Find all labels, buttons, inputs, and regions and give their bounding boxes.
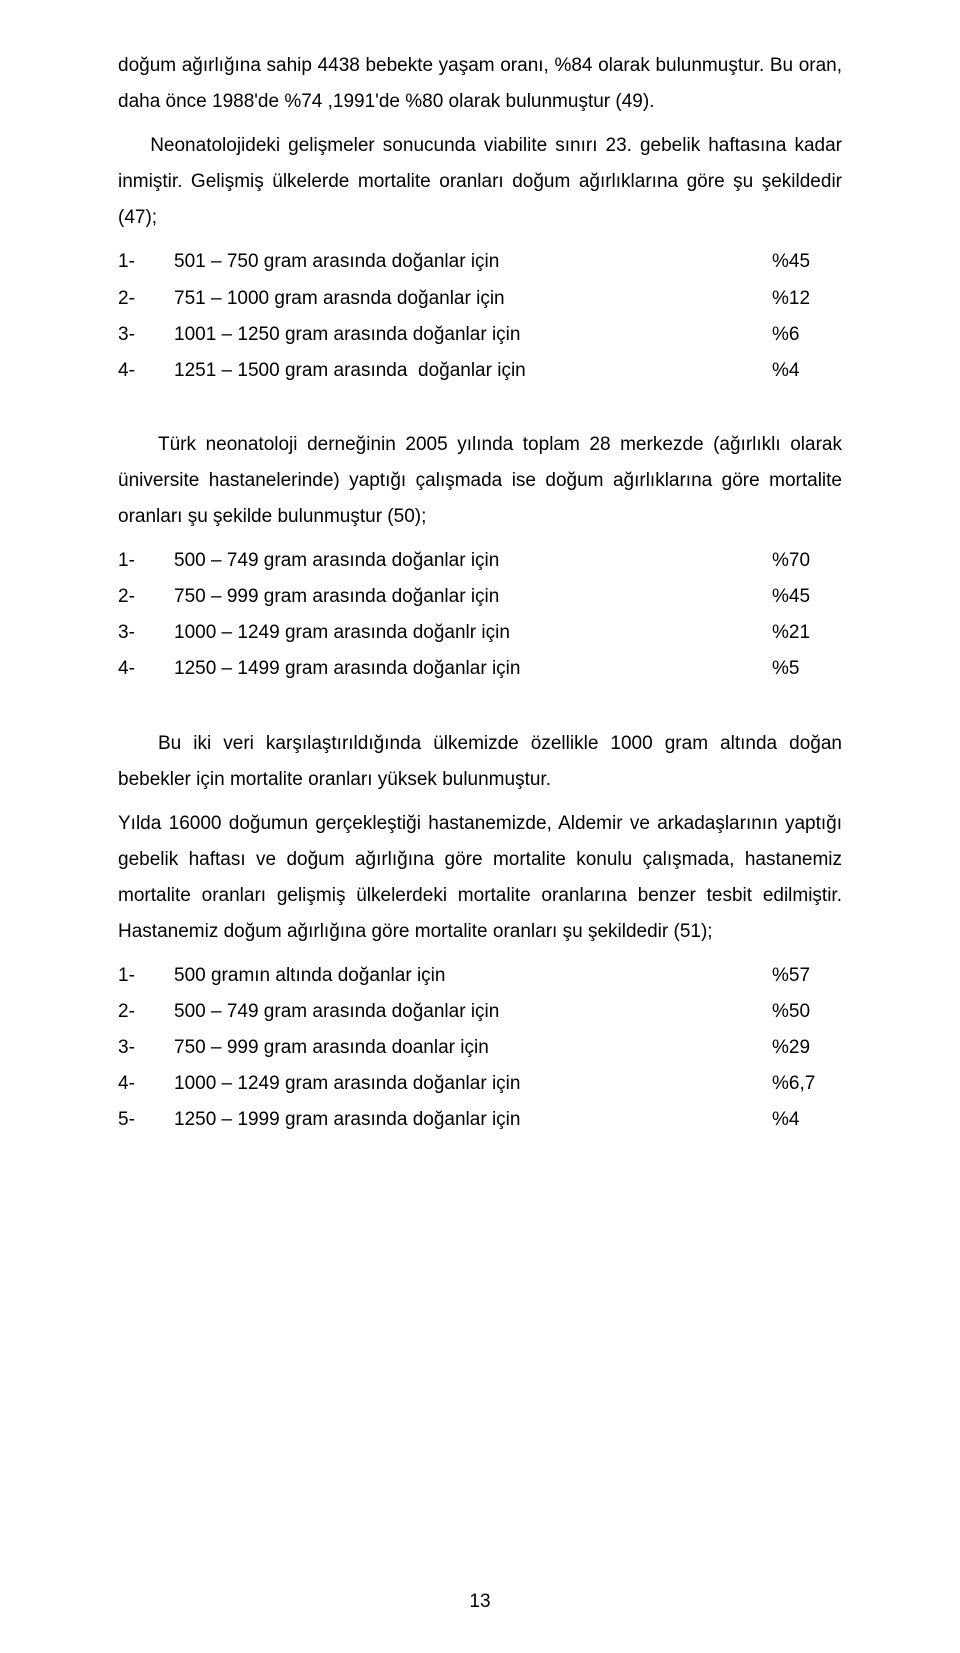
- list-item-value: %5: [772, 651, 842, 687]
- list-item: 1-500 – 749 gram arasında doğanlar için%…: [118, 543, 842, 579]
- list-item-value: %4: [772, 353, 842, 389]
- paragraph-2: Neonatolojideki gelişmeler sonucunda via…: [118, 128, 842, 236]
- list-item-number: 1-: [118, 543, 174, 579]
- list-item-value: %57: [772, 958, 842, 994]
- list-item-text: 1250 – 1499 gram arasında doğanlar için: [174, 651, 772, 687]
- page-number: 13: [0, 1591, 960, 1613]
- list-item-number: 3-: [118, 615, 174, 651]
- list-item: 2-500 – 749 gram arasında doğanlar için%…: [118, 994, 842, 1030]
- list-item: 3-1001 – 1250 gram arasında doğanlar içi…: [118, 317, 842, 353]
- list-item-text: 500 – 749 gram arasında doğanlar için: [174, 994, 772, 1030]
- list-item-text: 1251 – 1500 gram arasında doğanlar için: [174, 353, 772, 389]
- list-item-text: 500 gramın altında doğanlar için: [174, 958, 772, 994]
- list-item-value: %70: [772, 543, 842, 579]
- list-item-number: 2-: [118, 994, 174, 1030]
- mortality-list-turkey: 1-500 – 749 gram arasında doğanlar için%…: [118, 543, 842, 687]
- list-item-text: 1250 – 1999 gram arasında doğanlar için: [174, 1102, 772, 1138]
- paragraph-5: Yılda 16000 doğumun gerçekleştiği hastan…: [118, 806, 842, 950]
- list-item-value: %45: [772, 579, 842, 615]
- list-item: 5-1250 – 1999 gram arasında doğanlar içi…: [118, 1102, 842, 1138]
- list-item: 4-1251 – 1500 gram arasında doğanlar içi…: [118, 353, 842, 389]
- list-item-value: %6,7: [772, 1066, 842, 1102]
- list-item: 3-1000 – 1249 gram arasında doğanlr için…: [118, 615, 842, 651]
- list-item-number: 2-: [118, 579, 174, 615]
- list-item-value: %6: [772, 317, 842, 353]
- list-item-value: %45: [772, 244, 842, 280]
- list-item-number: 4-: [118, 651, 174, 687]
- list-item: 2-751 – 1000 gram arasnda doğanlar için%…: [118, 281, 842, 317]
- list-item-text: 750 – 999 gram arasında doanlar için: [174, 1030, 772, 1066]
- list-item-text: 751 – 1000 gram arasnda doğanlar için: [174, 281, 772, 317]
- document-page: doğum ağırlığına sahip 4438 bebekte yaşa…: [0, 0, 960, 1653]
- list-item-text: 750 – 999 gram arasında doğanlar için: [174, 579, 772, 615]
- list-item: 1-500 gramın altında doğanlar için%57: [118, 958, 842, 994]
- list-item-text: 501 – 750 gram arasında doğanlar için: [174, 244, 772, 280]
- list-item: 3-750 – 999 gram arasında doanlar için%2…: [118, 1030, 842, 1066]
- list-item-value: %21: [772, 615, 842, 651]
- list-item: 4-1000 – 1249 gram arasında doğanlar içi…: [118, 1066, 842, 1102]
- list-item-number: 5-: [118, 1102, 174, 1138]
- list-item-value: %4: [772, 1102, 842, 1138]
- list-item-text: 1000 – 1249 gram arasında doğanlar için: [174, 1066, 772, 1102]
- list-item: 4-1250 – 1499 gram arasında doğanlar içi…: [118, 651, 842, 687]
- list-item-value: %29: [772, 1030, 842, 1066]
- list-item-number: 1-: [118, 958, 174, 994]
- list-item-text: 500 – 749 gram arasında doğanlar için: [174, 543, 772, 579]
- list-item-number: 4-: [118, 1066, 174, 1102]
- list-item-value: %50: [772, 994, 842, 1030]
- list-item-number: 3-: [118, 317, 174, 353]
- list-item-number: 4-: [118, 353, 174, 389]
- list-item-number: 2-: [118, 281, 174, 317]
- mortality-list-hospital: 1-500 gramın altında doğanlar için%572-5…: [118, 958, 842, 1138]
- paragraph-4: Bu iki veri karşılaştırıldığında ülkemiz…: [118, 726, 842, 798]
- list-item-number: 1-: [118, 244, 174, 280]
- paragraph-3: Türk neonatoloji derneğinin 2005 yılında…: [118, 427, 842, 535]
- paragraph-1: doğum ağırlığına sahip 4438 bebekte yaşa…: [118, 48, 842, 120]
- mortality-list-developed: 1-501 – 750 gram arasında doğanlar için%…: [118, 244, 842, 388]
- list-item-text: 1001 – 1250 gram arasında doğanlar için: [174, 317, 772, 353]
- list-item-value: %12: [772, 281, 842, 317]
- list-item-number: 3-: [118, 1030, 174, 1066]
- list-item: 1-501 – 750 gram arasında doğanlar için%…: [118, 244, 842, 280]
- list-item: 2-750 – 999 gram arasında doğanlar için%…: [118, 579, 842, 615]
- list-item-text: 1000 – 1249 gram arasında doğanlr için: [174, 615, 772, 651]
